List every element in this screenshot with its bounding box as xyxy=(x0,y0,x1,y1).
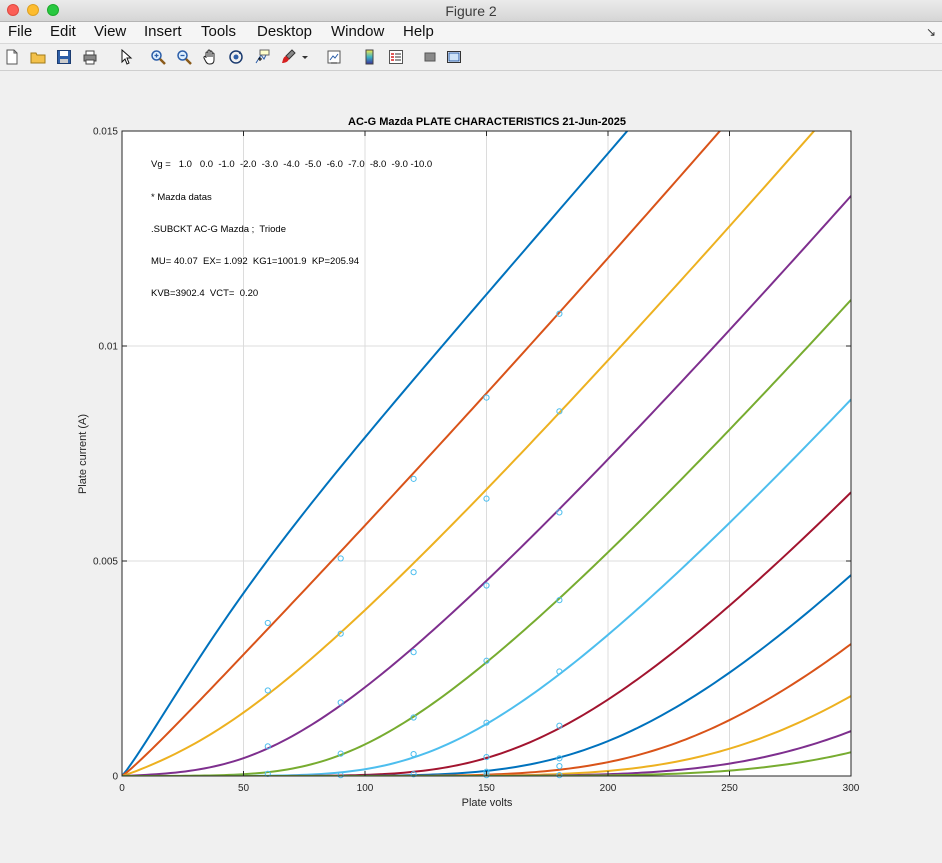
measured-point xyxy=(556,755,563,762)
save-icon[interactable] xyxy=(56,49,72,65)
link-plot-icon[interactable] xyxy=(326,49,342,65)
toolbar-toggle-icon[interactable]: ↘ xyxy=(925,25,936,39)
measured-point xyxy=(483,495,490,502)
menu-window[interactable]: Window xyxy=(331,23,385,40)
data-cursor-icon[interactable] xyxy=(254,49,270,65)
measured-point xyxy=(556,509,563,516)
menu-view[interactable]: View xyxy=(94,23,127,40)
measured-point xyxy=(337,772,344,779)
window-title: Figure 2 xyxy=(445,3,497,19)
measured-point xyxy=(556,310,563,317)
measured-point xyxy=(556,408,563,415)
measured-point xyxy=(410,714,417,721)
y-tick-label: 0.015 xyxy=(93,127,118,138)
colorbar-icon[interactable] xyxy=(362,49,378,65)
tick-group: 0 50 100 150 200 250 300 0 0.005 0.01 0.015 xyxy=(93,127,860,795)
figure-toolbar xyxy=(0,44,942,71)
window-titlebar: Figure 2 xyxy=(0,0,942,22)
y-tick-label: 0.01 xyxy=(99,342,119,353)
annotation-vg: Vg = 1.0 0.0 -1.0 -2.0 -3.0 -4.0 -5.0 -6… xyxy=(151,159,432,170)
x-tick-label: 250 xyxy=(721,783,738,794)
curve-vg-m2 xyxy=(122,195,851,776)
menu-desktop[interactable]: Desktop xyxy=(257,23,313,40)
minimize-window-button[interactable] xyxy=(27,4,39,16)
menu-bar: File Edit View Insert Tools Desktop Wind… xyxy=(0,22,942,44)
grid-lines xyxy=(122,131,851,776)
measured-point xyxy=(264,687,271,694)
measured-point xyxy=(556,763,563,770)
x-tick-label: 0 xyxy=(119,783,125,794)
marker-group xyxy=(264,310,563,779)
annotation-params-2: KVB=3902.4 VCT= 0.20 xyxy=(151,288,258,299)
close-window-button[interactable] xyxy=(7,4,19,16)
measured-point xyxy=(410,771,417,778)
print-icon[interactable] xyxy=(82,49,98,65)
measured-point xyxy=(483,394,490,401)
curve-vg-m1 xyxy=(122,131,816,776)
chart-title: AC-G Mazda PLATE CHARACTERISTICS 21-Jun-… xyxy=(348,116,626,128)
x-tick-label: 200 xyxy=(600,783,617,794)
curve-vg-1 xyxy=(122,131,629,776)
measured-point xyxy=(410,750,417,758)
new-figure-icon[interactable] xyxy=(4,49,20,65)
menu-help[interactable]: Help xyxy=(403,23,434,40)
curve-vg-m6 xyxy=(122,574,851,776)
measured-point xyxy=(337,750,344,757)
measured-point xyxy=(483,753,490,761)
hide-plot-tools-icon[interactable] xyxy=(422,49,438,65)
y-tick-label: 0.005 xyxy=(93,557,118,568)
measured-point xyxy=(410,569,417,576)
pointer-icon[interactable] xyxy=(118,49,134,65)
x-tick-label: 300 xyxy=(843,783,860,794)
annotation-params-1: MU= 40.07 EX= 1.092 KG1=1001.9 KP=205.94 xyxy=(151,256,359,267)
show-plot-tools-icon[interactable] xyxy=(446,49,462,65)
measured-point xyxy=(556,772,563,779)
measured-point xyxy=(337,630,344,637)
legend-icon[interactable] xyxy=(388,49,404,65)
annotation-subckt: .SUBCKT AC-G Mazda ; Triode xyxy=(151,224,286,235)
measured-point xyxy=(264,619,271,627)
x-tick-label: 150 xyxy=(478,783,495,794)
zoom-in-icon[interactable] xyxy=(150,49,166,65)
annotation-source: * Mazda datas xyxy=(151,192,212,203)
y-axis-label: Plate current (A) xyxy=(77,414,89,494)
measured-point xyxy=(556,668,563,675)
measured-point xyxy=(483,657,490,664)
measured-point xyxy=(410,475,417,482)
annotation-block: Vg = 1.0 0.0 -1.0 -2.0 -3.0 -4.0 -5.0 -6… xyxy=(151,159,432,299)
zoom-window-button[interactable] xyxy=(47,4,59,16)
measured-point xyxy=(483,719,490,726)
menu-tools[interactable]: Tools xyxy=(201,23,237,40)
x-axis-label: Plate volts xyxy=(462,797,513,809)
measured-point xyxy=(556,597,563,604)
curve-vg-0 xyxy=(122,131,722,776)
brush-dropdown-icon[interactable] xyxy=(300,49,310,65)
measured-point xyxy=(337,699,344,706)
x-tick-label: 50 xyxy=(238,783,250,794)
open-file-icon[interactable] xyxy=(30,49,46,65)
measured-point xyxy=(483,582,490,589)
menu-insert[interactable]: Insert xyxy=(144,23,182,40)
measured-point xyxy=(264,743,271,750)
menu-file[interactable]: File xyxy=(8,23,33,40)
menu-edit[interactable]: Edit xyxy=(50,23,76,40)
measured-point xyxy=(556,722,563,729)
measured-point xyxy=(410,649,417,656)
measured-point xyxy=(337,555,344,562)
rotate-icon[interactable] xyxy=(228,49,244,65)
x-tick-label: 100 xyxy=(357,783,374,794)
zoom-out-icon[interactable] xyxy=(176,49,192,65)
pan-icon[interactable] xyxy=(202,49,218,65)
brush-icon[interactable] xyxy=(280,49,296,65)
y-tick-label: 0 xyxy=(112,772,118,783)
